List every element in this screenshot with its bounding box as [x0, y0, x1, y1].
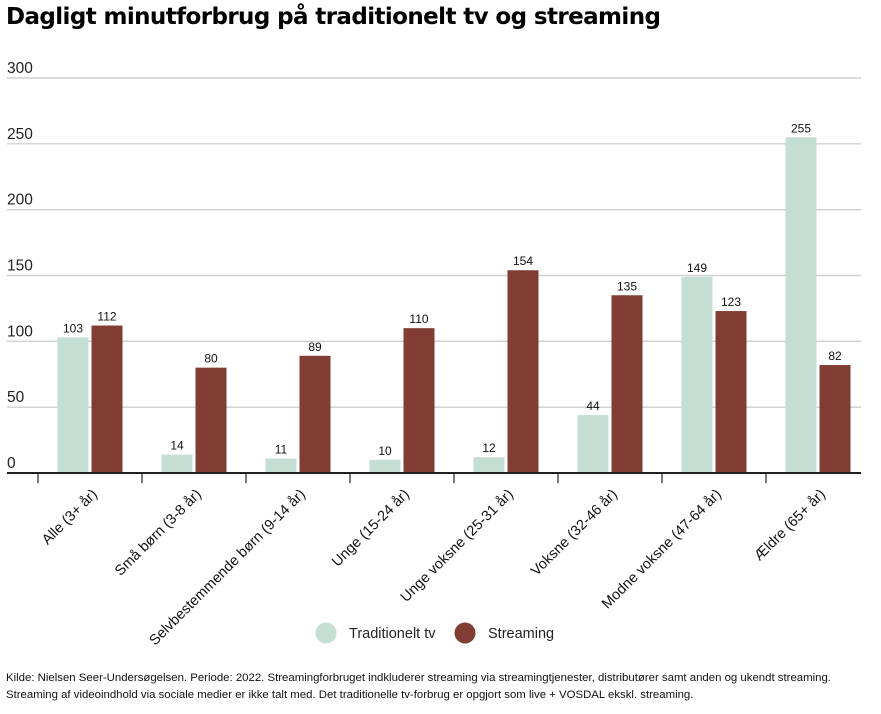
data-label: 80: [204, 352, 218, 366]
bar-streaming: [507, 270, 539, 473]
y-tick-label: 0: [7, 455, 16, 472]
y-tick-label: 50: [7, 389, 25, 406]
bars: 103 112 14 80 11 89 10 110 12 154 44 135 149 123 255 82: [57, 121, 851, 473]
data-label: 154: [513, 254, 533, 268]
bar-streaming: [299, 355, 331, 473]
bar-traditionelt-tv: [681, 276, 713, 473]
bar-chart: 0 50 100 150 200 250 300 103 112 14 80 11 89 10 110 12…: [7, 60, 861, 649]
bar-traditionelt-tv: [161, 454, 193, 473]
legend-label: Streaming: [488, 626, 554, 642]
legend-swatch: [315, 622, 337, 644]
bar-streaming: [715, 311, 747, 473]
legend-swatch: [454, 622, 476, 644]
bar-traditionelt-tv: [473, 457, 505, 473]
x-tick-label: Ældre (65+ år): [751, 487, 829, 565]
bar-streaming: [403, 328, 435, 473]
bar-traditionelt-tv: [265, 458, 297, 473]
bar-traditionelt-tv: [785, 137, 817, 473]
source-note-line: Streaming af videoindhold via sociale me…: [6, 689, 694, 701]
bar-traditionelt-tv: [577, 415, 609, 473]
legend-label: Traditionelt tv: [349, 626, 436, 642]
bar-streaming: [91, 325, 123, 473]
data-label: 14: [170, 439, 184, 453]
x-tick-label: Unge (15-24 år): [329, 487, 413, 571]
data-label: 103: [63, 321, 83, 335]
data-label: 12: [482, 441, 496, 455]
y-tick-label: 150: [7, 258, 33, 275]
bar-traditionelt-tv: [369, 459, 401, 473]
y-tick-label: 100: [7, 323, 33, 340]
x-tick-label: Alle (3+ år): [39, 487, 101, 549]
data-label: 89: [308, 340, 322, 354]
y-tick-label: 200: [7, 192, 33, 209]
grid-lines: 0 50 100 150 200 250 300: [7, 60, 861, 472]
source-note: Kilde: Nielsen Seer-Undersøgelsen. Perio…: [6, 670, 876, 704]
y-tick-label: 300: [7, 60, 33, 77]
x-tick-label: Voksne (32-46 år): [528, 487, 621, 580]
data-label: 123: [721, 295, 741, 309]
data-label: 112: [97, 310, 116, 324]
chart-title: Dagligt minutforbrug på traditionelt tv …: [6, 4, 661, 30]
data-label: 255: [791, 121, 811, 135]
data-label: 11: [275, 443, 288, 457]
bar-streaming: [195, 367, 227, 473]
data-label: 44: [586, 399, 600, 413]
data-label: 82: [828, 349, 842, 363]
x-tick-label: Modne voksne (47-64 år): [599, 487, 725, 613]
bar-streaming: [611, 295, 643, 473]
bar-streaming: [819, 365, 851, 473]
y-tick-label: 250: [7, 126, 33, 143]
data-label: 135: [617, 279, 637, 293]
source-note-line: Kilde: Nielsen Seer-Undersøgelsen. Perio…: [6, 672, 831, 684]
data-label: 110: [409, 312, 428, 326]
x-axis: Alle (3+ år) Små børn (3-8 år)Selvbestemm…: [7, 472, 861, 649]
x-tick-label: Små børn (3-8 år): [112, 487, 205, 580]
data-label: 10: [378, 444, 392, 458]
legend: Traditionelt tv Streaming: [315, 622, 554, 644]
x-tick-label: Unge voksne (25-31 år): [398, 487, 517, 606]
bar-traditionelt-tv: [57, 337, 89, 473]
data-label: 149: [687, 261, 707, 275]
